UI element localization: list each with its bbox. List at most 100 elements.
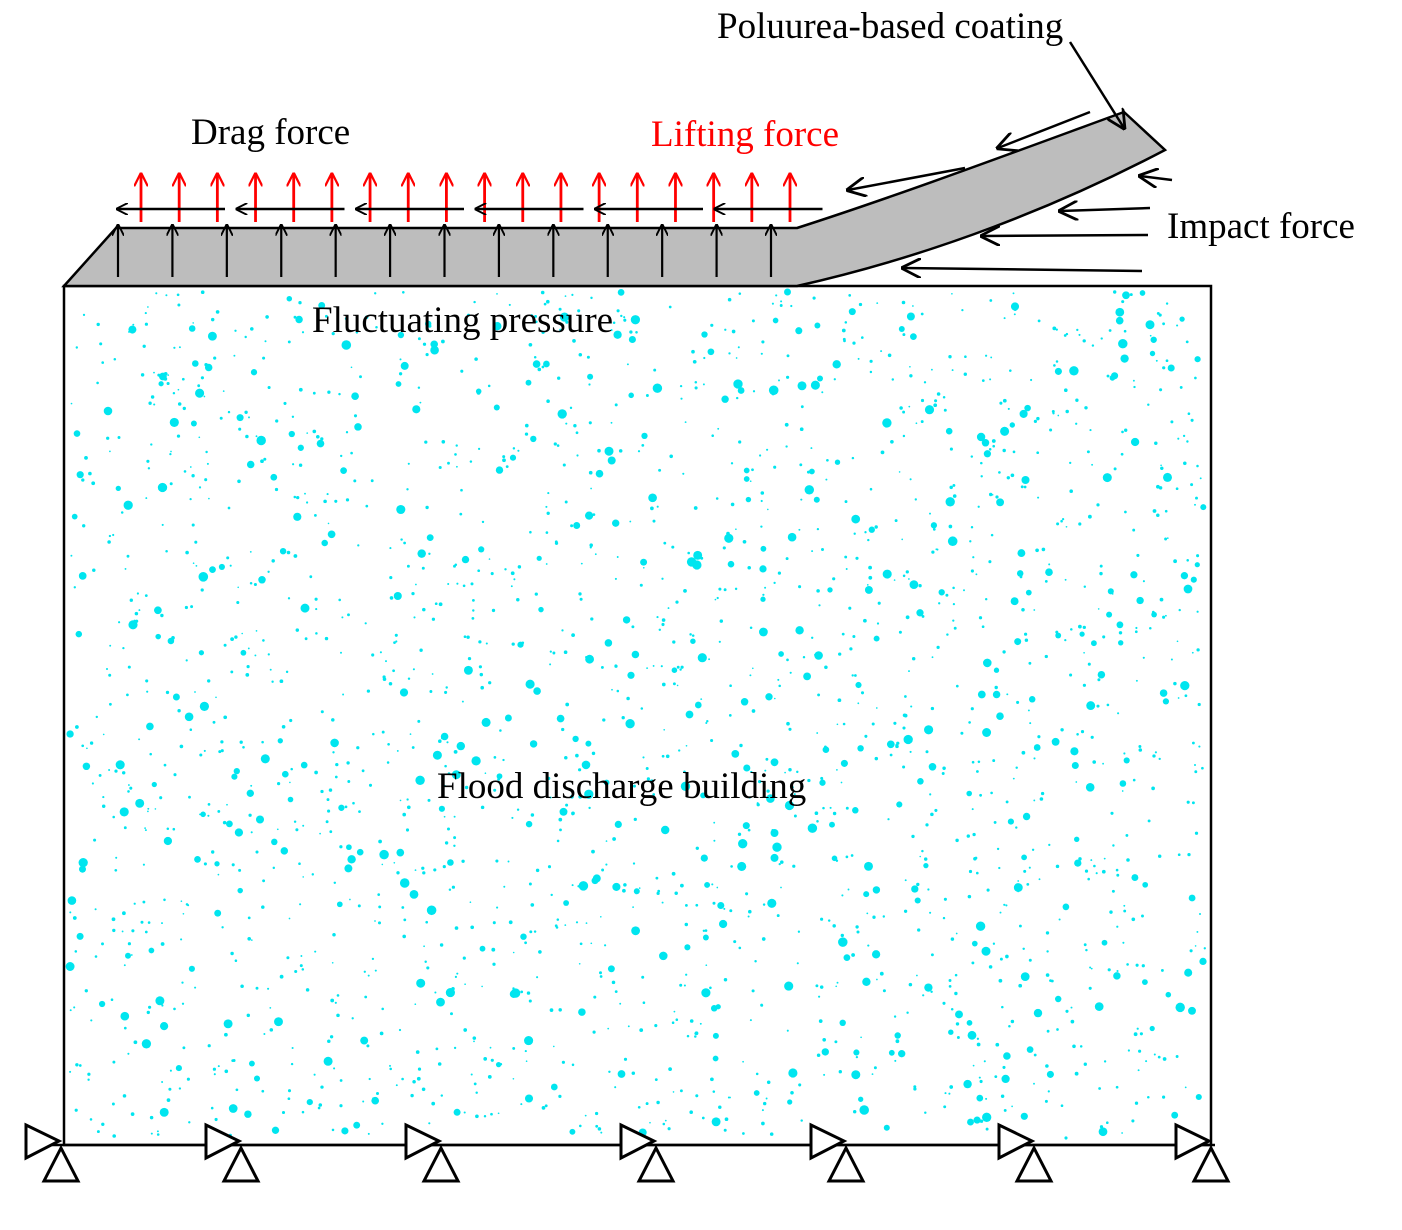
speckle xyxy=(826,458,829,462)
speckle xyxy=(133,1040,138,1045)
speckle xyxy=(813,496,820,503)
speckle xyxy=(330,998,335,1003)
speckle xyxy=(376,1092,379,1095)
speckle xyxy=(863,891,870,898)
speckle xyxy=(1055,328,1058,331)
speckle xyxy=(336,1013,340,1018)
speckle xyxy=(90,1019,93,1022)
speckle xyxy=(1116,621,1124,629)
speckle xyxy=(971,808,974,811)
speckle xyxy=(293,820,297,823)
speckle xyxy=(982,728,992,737)
speckle xyxy=(1123,329,1127,333)
speckle xyxy=(351,392,359,401)
speckle xyxy=(512,1077,515,1080)
speckle xyxy=(1176,324,1179,327)
speckle xyxy=(1196,610,1199,613)
speckle xyxy=(565,702,570,707)
speckle xyxy=(305,988,310,992)
speckle xyxy=(353,414,358,418)
speckle xyxy=(604,944,607,947)
speckle xyxy=(381,1007,384,1011)
speckle xyxy=(1026,883,1030,886)
speckle xyxy=(236,600,240,605)
speckle xyxy=(109,702,112,706)
speckle xyxy=(700,854,708,862)
speckle xyxy=(1163,472,1172,482)
speckle xyxy=(198,650,205,656)
speckle xyxy=(1196,648,1200,652)
speckle xyxy=(954,991,958,996)
speckle xyxy=(467,656,472,661)
speckle xyxy=(141,1039,152,1049)
speckle xyxy=(345,431,349,434)
speckle xyxy=(585,922,588,924)
speckle xyxy=(1075,422,1078,425)
speckle xyxy=(477,569,481,573)
speckle xyxy=(882,418,892,428)
speckle xyxy=(336,901,343,908)
speckle xyxy=(902,574,906,578)
speckle xyxy=(786,375,790,379)
speckle xyxy=(528,882,532,886)
speckle xyxy=(329,830,333,834)
speckle xyxy=(738,292,742,295)
speckle xyxy=(1179,385,1183,389)
speckle xyxy=(200,376,204,380)
speckle xyxy=(127,665,131,669)
speckle xyxy=(247,916,251,920)
speckle xyxy=(334,775,338,779)
speckle xyxy=(144,594,148,597)
speckle xyxy=(712,1055,719,1062)
speckle xyxy=(600,665,604,669)
speckle xyxy=(1069,461,1072,465)
speckle xyxy=(880,450,885,455)
speckle xyxy=(86,747,88,750)
speckle xyxy=(1162,366,1166,370)
speckle xyxy=(992,942,996,945)
speckle xyxy=(976,432,986,442)
speckle xyxy=(1180,680,1190,691)
speckle xyxy=(941,772,945,775)
speckle xyxy=(520,933,527,940)
speckle xyxy=(231,863,235,867)
speckle xyxy=(641,444,645,447)
speckle xyxy=(471,617,475,620)
speckle xyxy=(903,734,913,745)
speckle xyxy=(491,608,496,613)
speckle xyxy=(827,587,833,593)
speckle xyxy=(572,339,576,343)
speckle xyxy=(593,995,597,999)
speckle xyxy=(990,356,993,359)
speckle xyxy=(227,1023,231,1027)
speckle xyxy=(689,1110,693,1114)
speckle xyxy=(481,520,485,524)
speckle xyxy=(94,955,98,958)
speckle xyxy=(306,432,309,434)
speckle xyxy=(1165,991,1172,998)
speckle xyxy=(1070,747,1079,756)
speckle xyxy=(405,828,410,832)
speckle xyxy=(980,461,983,465)
speckle xyxy=(998,471,1001,474)
speckle xyxy=(339,1079,343,1082)
speckle xyxy=(788,767,792,772)
speckle xyxy=(541,365,545,369)
speckle xyxy=(329,1035,334,1039)
speckle xyxy=(217,1065,220,1068)
speckle xyxy=(1084,869,1089,873)
speckle xyxy=(239,740,243,744)
speckle xyxy=(371,653,375,657)
speckle xyxy=(291,415,295,418)
speckle xyxy=(988,448,992,451)
speckle xyxy=(1031,848,1035,851)
speckle xyxy=(1088,986,1092,990)
speckle xyxy=(444,764,447,768)
speckle xyxy=(614,577,617,580)
speckle xyxy=(426,905,437,916)
speckle xyxy=(605,863,608,866)
speckle xyxy=(1003,317,1006,320)
speckle xyxy=(1048,563,1051,566)
speckle xyxy=(909,478,912,481)
speckle xyxy=(451,770,461,780)
